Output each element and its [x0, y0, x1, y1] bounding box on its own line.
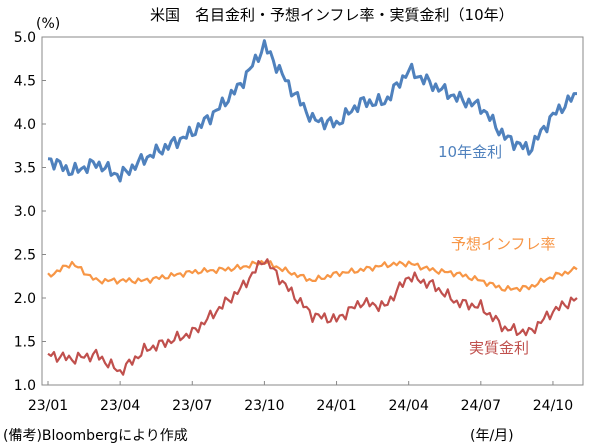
- series-label-nominal: 10年金利: [438, 143, 502, 161]
- y-axis: 5.0 4.5 4.0 3.5 3.0 2.5 2.0 1.5 1.0: [14, 30, 46, 394]
- y-tick-label: 4.5: [14, 74, 36, 90]
- y-tick-label: 1.0: [14, 378, 36, 394]
- x-tick-label: 24/10: [533, 398, 573, 414]
- series-line-nominal: [47, 39, 577, 183]
- x-tick-label: 23/04: [100, 398, 140, 414]
- y-axis-unit: (%): [36, 16, 60, 32]
- plot-frame: [41, 36, 584, 386]
- x-tick-label: 23/01: [28, 398, 68, 414]
- x-axis: 23/01 23/04 23/07 23/10 24/01 24/04 24/07 24/10: [28, 381, 573, 414]
- x-tick-label: 24/04: [389, 398, 429, 414]
- x-tick-label: 23/07: [172, 398, 212, 414]
- x-tick-label: 24/07: [461, 398, 501, 414]
- source-note: (備考)Bloombergにより作成: [3, 428, 188, 444]
- x-tick-label: 24/01: [316, 398, 356, 414]
- y-tick-label: 2.0: [14, 291, 36, 307]
- y-tick-label: 4.0: [14, 117, 36, 133]
- y-tick-label: 5.0: [14, 30, 36, 46]
- y-tick-label: 2.5: [14, 248, 36, 264]
- series-lines: [47, 39, 578, 376]
- series-label-real: 実質金利: [469, 339, 529, 357]
- y-tick-label: 3.0: [14, 204, 36, 220]
- series-line-real: [47, 258, 578, 376]
- series-line-inflation: [47, 260, 578, 293]
- series-label-inflation: 予想インフレ率: [451, 235, 556, 253]
- x-tick-label: 23/10: [244, 398, 284, 414]
- y-tick-label: 1.5: [14, 335, 36, 351]
- y-tick-label: 3.5: [14, 161, 36, 177]
- x-axis-unit: (年/月): [470, 428, 514, 444]
- chart-title: 米国 名目金利・予想インフレ率・実質金利（10年）: [150, 6, 514, 24]
